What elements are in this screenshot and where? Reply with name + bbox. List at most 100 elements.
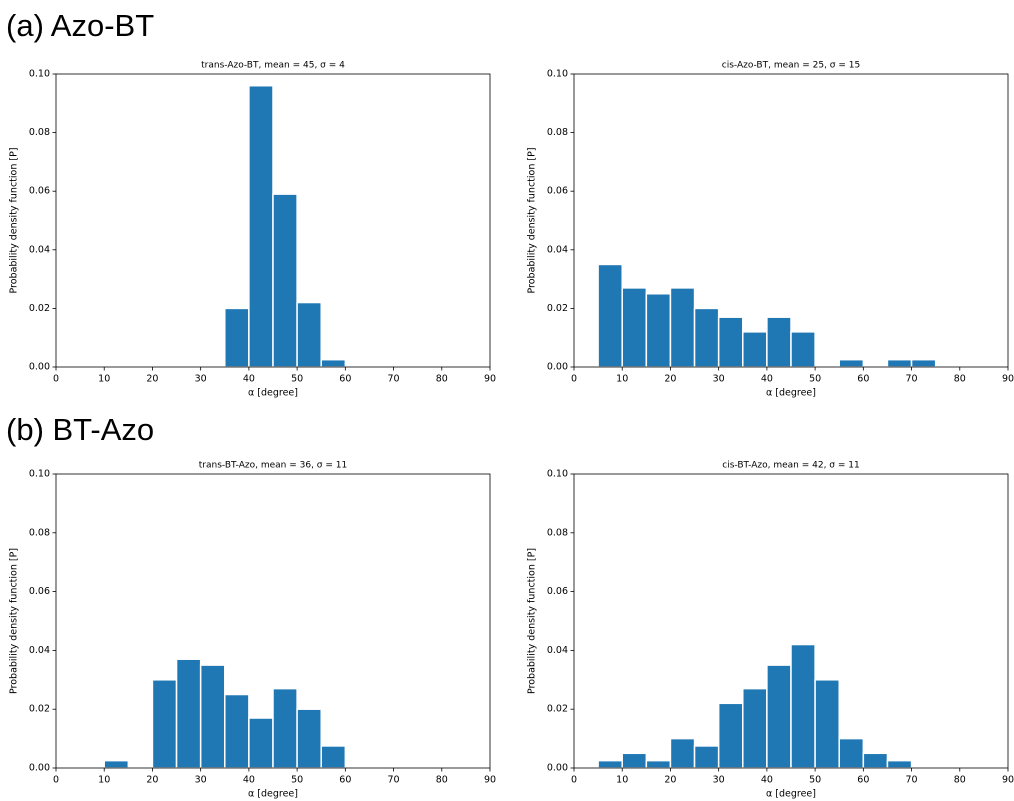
- histogram-bar: [224, 693, 250, 769]
- y-tick-label: 0.02: [547, 704, 568, 715]
- y-tick-label: 0.08: [29, 527, 50, 538]
- histogram-bar: [296, 708, 322, 769]
- x-tick-label: 70: [906, 775, 918, 786]
- x-tick-label: 50: [809, 775, 821, 786]
- section-heading: (b) BT-Azo: [6, 412, 154, 447]
- x-tick-label: 80: [436, 374, 448, 385]
- plot-frame: [55, 73, 491, 368]
- y-tick-label: 0.10: [547, 69, 568, 80]
- chart-title: cis-Azo-BT, mean = 25, σ = 15: [722, 61, 860, 71]
- y-axis-label: Probability density function [P]: [9, 147, 20, 293]
- y-tick-label: 0.00: [547, 763, 568, 774]
- histogram-bar: [766, 316, 792, 368]
- section-heading: (a) Azo-BT: [6, 8, 154, 43]
- x-tick-label: 0: [571, 374, 577, 385]
- histogram-bar: [199, 664, 226, 769]
- histogram-bar: [645, 759, 672, 769]
- histogram-bar: [886, 759, 913, 769]
- x-tick-label: 0: [571, 775, 577, 786]
- y-tick-label: 0.02: [547, 303, 568, 314]
- chart-title: trans-BT-Azo, mean = 36, σ = 11: [199, 461, 347, 471]
- x-tick-label: 70: [388, 775, 400, 786]
- x-tick-label: 0: [53, 374, 59, 385]
- y-tick-label: 0.06: [547, 586, 568, 597]
- x-tick-label: 40: [761, 374, 773, 385]
- x-axis-label: α [degree]: [248, 388, 298, 399]
- x-tick-label: 50: [291, 775, 303, 786]
- histogram-bar: [621, 287, 648, 368]
- x-tick-label: 60: [339, 374, 351, 385]
- x-tick-label: 10: [616, 775, 628, 786]
- x-axis-label: α [degree]: [766, 789, 816, 800]
- y-tick-label: 0.04: [547, 645, 568, 656]
- x-axis-label: α [degree]: [248, 789, 298, 800]
- histogram-bar: [838, 358, 865, 368]
- histogram-bar: [272, 193, 298, 368]
- y-tick-label: 0.10: [29, 469, 50, 480]
- x-tick-label: 10: [98, 374, 110, 385]
- histogram-bar: [645, 293, 672, 368]
- histogram-bar: [693, 307, 720, 368]
- x-tick-label: 60: [339, 775, 351, 786]
- x-tick-label: 20: [146, 374, 158, 385]
- x-tick-label: 30: [195, 374, 207, 385]
- x-tick-label: 60: [857, 374, 869, 385]
- histogram-bar: [790, 643, 816, 769]
- x-tick-label: 60: [857, 775, 869, 786]
- x-tick-label: 50: [291, 374, 303, 385]
- x-tick-label: 70: [906, 374, 918, 385]
- y-tick-label: 0.04: [547, 244, 568, 255]
- x-tick-label: 30: [713, 374, 725, 385]
- y-tick-label: 0.00: [29, 362, 50, 373]
- histogram-bar: [669, 287, 696, 368]
- x-tick-label: 90: [484, 775, 496, 786]
- y-tick-label: 0.06: [29, 586, 50, 597]
- plot-frame: [55, 473, 491, 769]
- x-tick-label: 80: [954, 775, 966, 786]
- histogram-bar: [151, 679, 178, 769]
- x-tick-label: 90: [1002, 775, 1014, 786]
- histogram-bar: [886, 358, 913, 368]
- plot-frame: [573, 73, 1009, 368]
- histogram-bar: [272, 687, 298, 769]
- y-tick-label: 0.06: [29, 186, 50, 197]
- histogram-bar: [296, 301, 322, 368]
- chart-title: cis-BT-Azo, mean = 42, σ = 11: [722, 461, 859, 471]
- x-tick-label: 20: [664, 775, 676, 786]
- y-tick-label: 0.10: [29, 69, 50, 80]
- histogram-bar: [224, 307, 250, 368]
- x-tick-label: 70: [388, 374, 400, 385]
- x-axis-label: α [degree]: [766, 388, 816, 399]
- histogram-bar: [742, 687, 768, 769]
- y-tick-label: 0.00: [547, 362, 568, 373]
- y-tick-label: 0.08: [547, 527, 568, 538]
- y-axis-label: Probability density function [P]: [527, 147, 538, 293]
- x-tick-label: 10: [616, 374, 628, 385]
- chart-title: trans-Azo-BT, mean = 45, σ = 4: [201, 61, 345, 71]
- x-tick-label: 40: [243, 775, 255, 786]
- histogram-bar: [717, 702, 744, 769]
- y-tick-label: 0.00: [29, 763, 50, 774]
- histogram-bar: [669, 737, 696, 769]
- y-tick-label: 0.04: [29, 645, 50, 656]
- histogram-bar: [742, 331, 768, 368]
- x-tick-label: 20: [664, 374, 676, 385]
- x-tick-label: 10: [98, 775, 110, 786]
- x-tick-label: 80: [436, 775, 448, 786]
- plot-frame: [573, 473, 1009, 769]
- histogram-bar: [103, 759, 130, 769]
- y-tick-label: 0.02: [29, 704, 50, 715]
- histogram-bar: [838, 737, 865, 769]
- histogram-bar: [717, 316, 744, 368]
- x-tick-label: 80: [954, 374, 966, 385]
- histogram-bar: [597, 263, 623, 368]
- x-tick-label: 50: [809, 374, 821, 385]
- histogram-bar: [621, 752, 648, 769]
- x-tick-label: 30: [195, 775, 207, 786]
- histogram-bar: [910, 358, 937, 368]
- histogram-bar: [320, 358, 347, 368]
- x-tick-label: 90: [484, 374, 496, 385]
- y-tick-label: 0.08: [547, 127, 568, 138]
- x-tick-label: 30: [713, 775, 725, 786]
